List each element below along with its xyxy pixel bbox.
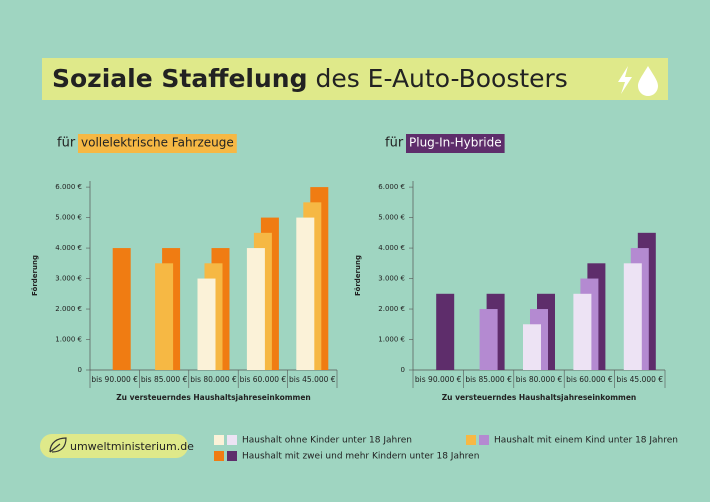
x-tick-label: bis 45.000 € [617,375,664,384]
y-axis-label: Förderung [31,255,39,296]
url-pill [40,434,188,458]
bar [197,278,216,370]
legend-swatch [466,435,476,445]
y-tick-label: 3.000 € [55,275,82,283]
bar [296,217,315,370]
title-bold: Soziale Staffelung [52,64,308,93]
legend-label: Haushalt ohne Kinder unter 18 Jahren [242,436,412,446]
bar [479,309,498,370]
subtitle: vollelektrische Fahrzeuge [81,136,234,150]
x-tick-label: bis 80.000 € [516,375,563,384]
bar [573,293,592,370]
legend-swatch [214,451,224,461]
y-tick-label: 1.000 € [378,336,405,344]
subtitle: Plug-In-Hybride [409,136,502,150]
legend-label: Haushalt mit zwei und mehr Kindern unter… [242,452,479,462]
subtitle-box [406,134,505,153]
x-tick-label: bis 45.000 € [289,375,336,384]
x-tick-label: bis 90.000 € [415,375,462,384]
bar [623,263,642,370]
bar [112,248,131,370]
subtitle-prefix: für [385,136,404,151]
subtitle-prefix: für [57,136,76,151]
y-tick-label: 4.000 € [378,244,405,252]
y-tick-label: 6.000 € [378,183,405,191]
legend-swatch [214,435,224,445]
y-tick-label: 4.000 € [55,244,82,252]
x-axis-label: Zu versteuerndes Haushaltsjahreseinkomme… [116,393,311,402]
title: Soziale Staffelung des E-Auto-Boosters [52,64,568,93]
legend-swatch [227,435,237,445]
subtitle-box [78,134,237,153]
x-axis-label: Zu versteuerndes Haushaltsjahreseinkomme… [442,393,637,402]
y-axis-label: Förderung [354,255,362,296]
x-tick-label: bis 60.000 € [566,375,613,384]
title-box [42,58,668,100]
legend-swatch [227,451,237,461]
url[interactable]: umweltministerium.de [70,440,194,453]
x-tick-label: bis 90.000 € [91,375,138,384]
leaf-icon [49,437,67,453]
x-tick-label: bis 85.000 € [141,375,188,384]
y-tick-label: 0 [78,366,82,374]
drop-icon [638,66,658,96]
y-tick-label: 1.000 € [55,336,82,344]
y-tick-label: 5.000 € [378,214,405,222]
x-tick-label: bis 60.000 € [240,375,287,384]
y-tick-label: 0 [401,366,405,374]
lightning-icon [618,66,632,94]
y-tick-label: 2.000 € [55,305,82,313]
bar [523,324,541,370]
title-rest: des E-Auto-Boosters [315,64,567,93]
x-tick-label: bis 85.000 € [465,375,512,384]
y-tick-label: 2.000 € [378,305,405,313]
x-tick-label: bis 80.000 € [190,375,237,384]
bar [155,263,174,370]
y-tick-label: 3.000 € [378,275,405,283]
legend-label: Haushalt mit einem Kind unter 18 Jahren [494,436,678,446]
bar [246,248,265,370]
y-tick-label: 5.000 € [55,214,82,222]
y-tick-label: 6.000 € [55,183,82,191]
legend-swatch [479,435,489,445]
bar [436,293,455,370]
